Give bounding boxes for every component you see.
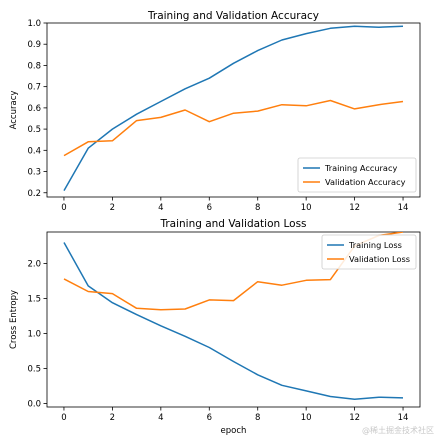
chart2-y-tick-label: 1.0 bbox=[27, 330, 41, 340]
chart1-y-tick-label: 0.6 bbox=[27, 104, 41, 114]
chart1-axes-frame bbox=[46, 22, 421, 198]
chart1-y-tick-label: 0.5 bbox=[27, 125, 41, 135]
chart1-y-tick-label: 0.2 bbox=[27, 189, 41, 199]
chart1-y-tick-label: 0.8 bbox=[27, 61, 41, 71]
chart1-x-tick-label: 0 bbox=[61, 203, 66, 213]
chart1-series-line-1 bbox=[63, 25, 404, 191]
chart1-y-tick-label: 0.4 bbox=[27, 146, 41, 156]
chart2-x-tick-label: 8 bbox=[255, 413, 260, 423]
chart2-x-axis-label: epoch bbox=[221, 426, 247, 436]
chart1-x-tick-label: 4 bbox=[158, 203, 163, 213]
chart2-y-tick-label: 0.5 bbox=[27, 365, 41, 375]
chart2-x-tick-label: 10 bbox=[301, 413, 312, 423]
chart1-x-tick-label: 6 bbox=[207, 203, 212, 213]
chart1-legend-box bbox=[297, 157, 417, 193]
chart2-x-tick-label: 6 bbox=[207, 413, 212, 423]
chart1-x-tick-label: 14 bbox=[398, 203, 409, 213]
chart2-y-tick-label: 2.0 bbox=[27, 260, 41, 270]
chart1-y-tick-label: 1.0 bbox=[27, 19, 41, 29]
chart1-x-tick-label: 10 bbox=[301, 203, 312, 213]
chart1-legend-label-1: Training Accuracy bbox=[324, 163, 397, 173]
chart1-series-line-2 bbox=[63, 99, 404, 157]
chart1-title: Training and Validation Accuracy bbox=[147, 10, 319, 22]
chart2-x-tick-label: 0 bbox=[61, 413, 66, 423]
chart2-x-tick-label: 14 bbox=[398, 413, 409, 423]
chart2-legend-box bbox=[321, 234, 417, 270]
chart2-y-tick-label: 1.5 bbox=[27, 295, 41, 305]
chart1-x-tick-label: 12 bbox=[349, 203, 360, 213]
chart1-y-tick-label: 0.3 bbox=[27, 168, 41, 178]
chart1-x-tick-label: 2 bbox=[110, 203, 115, 213]
chart2-legend-label-1: Training Loss bbox=[348, 240, 402, 250]
watermark: @稀土掘金技术社区 bbox=[362, 426, 434, 435]
chart1-y-axis-label: Accuracy bbox=[9, 91, 19, 130]
chart2-x-tick-label: 12 bbox=[349, 413, 360, 423]
chart2-axes-frame bbox=[46, 231, 421, 408]
chart1-legend-label-2: Validation Accuracy bbox=[325, 177, 406, 187]
chart1-y-tick-label: 0.9 bbox=[27, 40, 41, 50]
chart2-y-tick-label: 0.0 bbox=[27, 400, 41, 410]
chart2-title: Training and Validation Loss bbox=[159, 218, 306, 230]
chart1-x-tick-label: 8 bbox=[255, 203, 260, 213]
chart1-y-tick-label: 0.7 bbox=[27, 83, 41, 93]
chart2-x-tick-label: 2 bbox=[110, 413, 115, 423]
chart2-legend-label-2: Validation Loss bbox=[349, 254, 410, 264]
chart2-series-line-1 bbox=[63, 242, 404, 401]
chart2-x-tick-label: 4 bbox=[158, 413, 163, 423]
chart2-y-axis-label: Cross Entropy bbox=[9, 290, 19, 349]
